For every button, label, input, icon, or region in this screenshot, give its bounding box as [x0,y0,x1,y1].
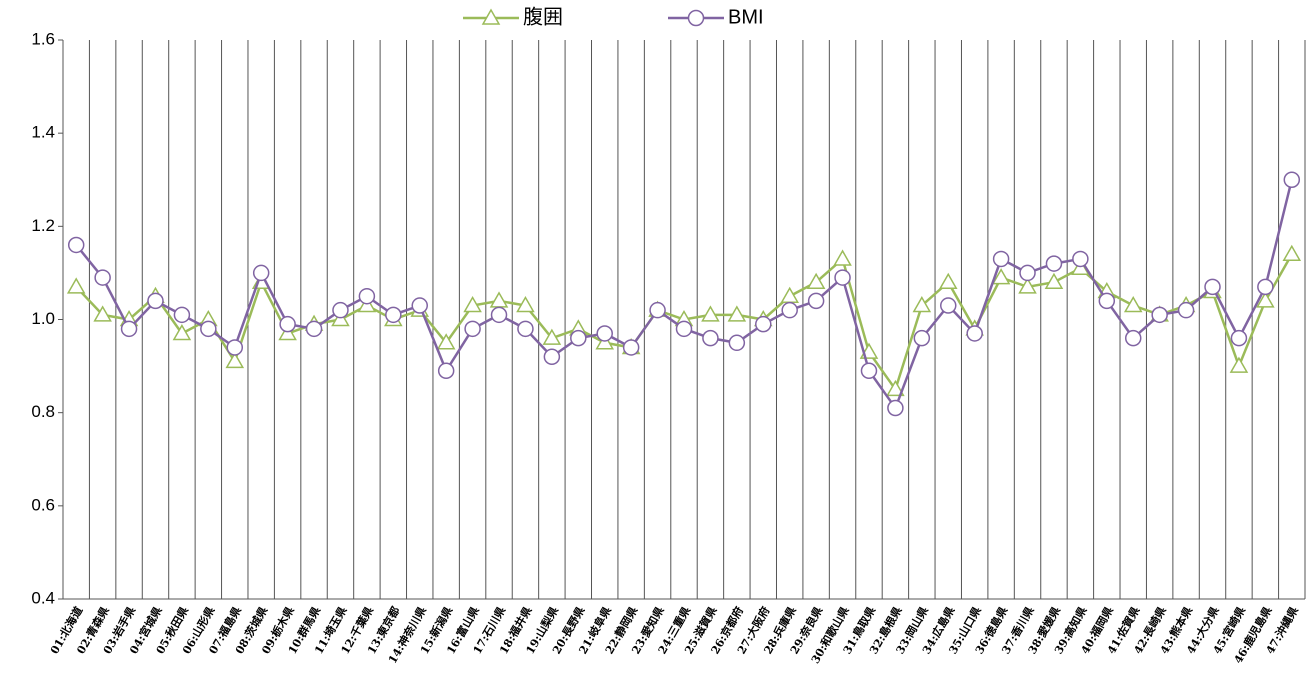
marker [173,306,191,324]
marker [516,296,535,313]
marker [1019,264,1036,282]
y-tick-label: 1.6 [31,29,55,48]
marker [411,297,428,314]
marker [938,272,958,289]
marker [1229,356,1249,373]
marker [728,334,746,352]
y-tick-label: 0.6 [31,495,55,514]
marker [780,286,799,303]
marker [490,306,508,324]
marker [687,9,705,27]
marker [570,329,587,347]
marker [595,333,615,350]
marker [1124,329,1142,347]
marker [781,301,798,319]
marker [252,264,270,282]
marker [1230,329,1248,347]
marker [436,333,456,350]
marker [1283,171,1301,188]
marker [200,320,217,338]
marker [622,339,640,356]
marker [147,292,164,310]
marker [543,348,561,366]
marker [66,277,86,294]
marker [807,292,825,310]
marker [1045,255,1063,272]
marker [806,272,826,289]
y-tick-label: 0.4 [31,588,55,607]
marker [596,325,613,342]
marker [992,250,1010,268]
marker [1072,250,1089,268]
marker [481,8,501,25]
marker [1123,296,1143,313]
marker [225,351,245,369]
marker [1204,278,1221,296]
marker [702,329,719,347]
y-tick-label: 1.0 [31,309,55,328]
marker [1177,301,1195,319]
marker [727,305,747,322]
marker [886,379,905,397]
marker [1044,272,1064,289]
marker [226,339,244,356]
marker [385,306,402,324]
marker [489,291,509,308]
y-tick-label: 0.8 [31,402,55,421]
marker [278,323,297,341]
marker [940,297,957,314]
marker [331,309,350,327]
marker [94,269,111,286]
marker [1018,277,1037,294]
marker [464,320,481,338]
y-tick-label: 1.2 [31,216,55,235]
marker [991,268,1011,285]
legend-label: BMI [728,6,764,28]
marker [887,399,904,417]
marker [912,296,932,313]
marker [357,296,377,313]
marker [437,362,455,379]
marker [1282,244,1302,262]
marker [93,305,112,322]
marker [913,329,931,347]
marker [649,301,666,319]
marker [305,320,323,338]
marker [172,323,192,341]
marker [675,320,693,338]
marker [542,328,562,345]
legend-label: 腹囲 [523,5,563,28]
marker [1151,306,1168,324]
marker [1256,291,1275,308]
marker [463,296,482,313]
marker [1257,278,1274,296]
marker [358,287,376,305]
marker [833,249,852,266]
marker [834,269,851,286]
marker [332,301,349,319]
marker [755,315,772,333]
marker [279,315,296,333]
marker [966,325,983,342]
marker [517,320,534,338]
y-tick-label: 1.4 [31,123,55,142]
marker [67,236,85,254]
marker [1098,292,1116,310]
marker [120,320,138,338]
marker [701,305,720,322]
marker [860,362,878,379]
